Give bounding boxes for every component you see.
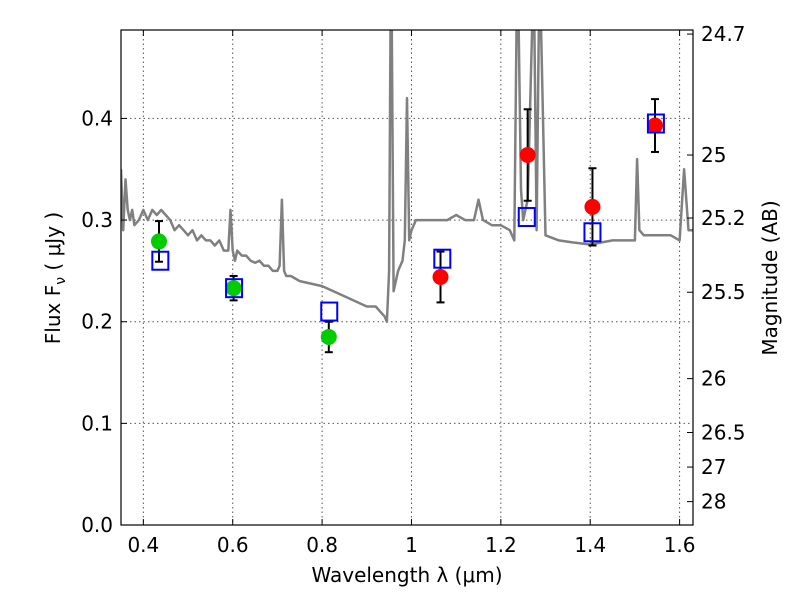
x-tick-label: 1.2 xyxy=(485,533,517,557)
y-tick-label: 0.0 xyxy=(81,513,113,537)
y-axis-label: Flux Fν ( μJy ) xyxy=(41,212,69,344)
y-tick-label: 0.1 xyxy=(81,411,113,435)
spectrum-line xyxy=(121,30,693,323)
x-tick-label: 0.8 xyxy=(306,533,338,557)
model-point xyxy=(433,248,452,269)
y2-axis-label: Magnitude (AB) xyxy=(758,200,782,355)
x-axis-label: Wavelength λ (μm) xyxy=(311,563,502,587)
y2-tick-label: 25.2 xyxy=(701,206,746,230)
series-layer xyxy=(121,30,693,323)
data-point xyxy=(519,147,536,164)
model-point xyxy=(225,278,244,299)
model-point xyxy=(517,207,536,228)
data-point xyxy=(150,233,167,250)
marker-layer xyxy=(150,98,665,354)
model-point xyxy=(583,222,602,243)
y-axis-label-sub: ν xyxy=(53,277,69,285)
y2-tick-label: 25.5 xyxy=(701,280,746,304)
x-tick-label: 0.6 xyxy=(217,533,249,557)
y-tick-label: 0.4 xyxy=(81,106,113,130)
data-point xyxy=(225,280,242,297)
y2-tick-label: 26.5 xyxy=(701,421,746,445)
y-axis-label-main: Flux F xyxy=(41,285,65,344)
model-point xyxy=(151,250,170,271)
model-point xyxy=(646,113,665,134)
model-point xyxy=(320,301,339,322)
y2-tick-label: 28 xyxy=(701,490,726,514)
tick-layer: 0.4 0.6 0.8 1 1.2 1.4 1.6 0.0 0.1 0.2 0.3 0.4 24.7 25… xyxy=(81,22,745,557)
data-point xyxy=(432,268,449,285)
x-tick-label: 1.6 xyxy=(664,533,696,557)
y-tick-label: 0.3 xyxy=(81,208,113,232)
y2-tick-label: 26 xyxy=(701,367,726,391)
y2-tick-label: 27 xyxy=(701,455,726,479)
y-axis-label-unit: ( μJy ) xyxy=(41,212,65,277)
x-tick-label: 0.4 xyxy=(127,533,159,557)
x-tick-label: 1 xyxy=(405,533,418,557)
y2-tick-label: 24.7 xyxy=(701,22,746,46)
x-tick-label: 1.4 xyxy=(574,533,606,557)
data-point xyxy=(647,117,664,134)
y2-tick-label: 25 xyxy=(701,143,726,167)
data-point xyxy=(320,328,337,345)
y-tick-label: 0.2 xyxy=(81,310,113,334)
plot-frame xyxy=(120,29,694,526)
data-point xyxy=(584,198,601,215)
